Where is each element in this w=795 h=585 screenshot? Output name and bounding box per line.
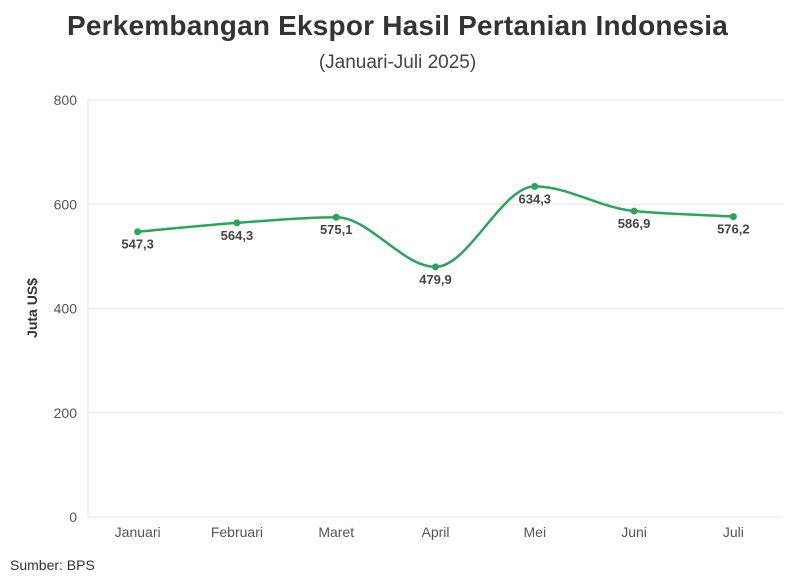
data-point <box>233 219 241 227</box>
x-tick-label: April <box>421 524 449 540</box>
chart-subtitle: (Januari-Juli 2025) <box>318 52 477 73</box>
y-tick-label: 400 <box>54 301 78 317</box>
data-point <box>134 228 142 236</box>
y-tick-label: 200 <box>54 405 78 421</box>
y-tick-label: 800 <box>54 92 78 108</box>
axes: 0 200 400 600 800 Januari Februari Maret April Me… <box>54 92 744 540</box>
gridlines <box>88 99 783 518</box>
data-point <box>432 263 439 271</box>
data-label: 564,3 <box>221 228 254 243</box>
y-axis-label: Juta US$ <box>24 278 40 338</box>
y-tick-label: 600 <box>54 196 78 212</box>
data-points <box>134 182 737 271</box>
data-label: 586,9 <box>618 216 651 231</box>
data-label: 634,3 <box>519 191 552 206</box>
x-tick-label: Januari <box>115 524 161 540</box>
data-label: 576,2 <box>717 222 750 237</box>
y-tick-label: 0 <box>69 509 77 525</box>
source-note: Sumber: BPS <box>10 557 95 573</box>
data-point <box>630 207 638 215</box>
x-tick-label: Juli <box>723 524 744 540</box>
data-point <box>531 182 539 190</box>
data-labels: 547,3 564,3 575,1 479,9 634,3 586,9 576,2 <box>121 191 749 286</box>
data-label: 479,9 <box>419 272 452 287</box>
x-tick-label: Juni <box>621 524 647 540</box>
data-point <box>332 213 340 221</box>
chart-title: Perkembangan Ekspor Hasil Pertanian Indo… <box>67 10 728 41</box>
x-tick-label: Maret <box>318 524 354 540</box>
x-tick-label: Mei <box>524 524 547 540</box>
data-label: 547,3 <box>121 237 154 252</box>
x-tick-label: Februari <box>211 524 263 540</box>
data-label: 575,1 <box>320 222 353 237</box>
data-point <box>729 213 737 221</box>
